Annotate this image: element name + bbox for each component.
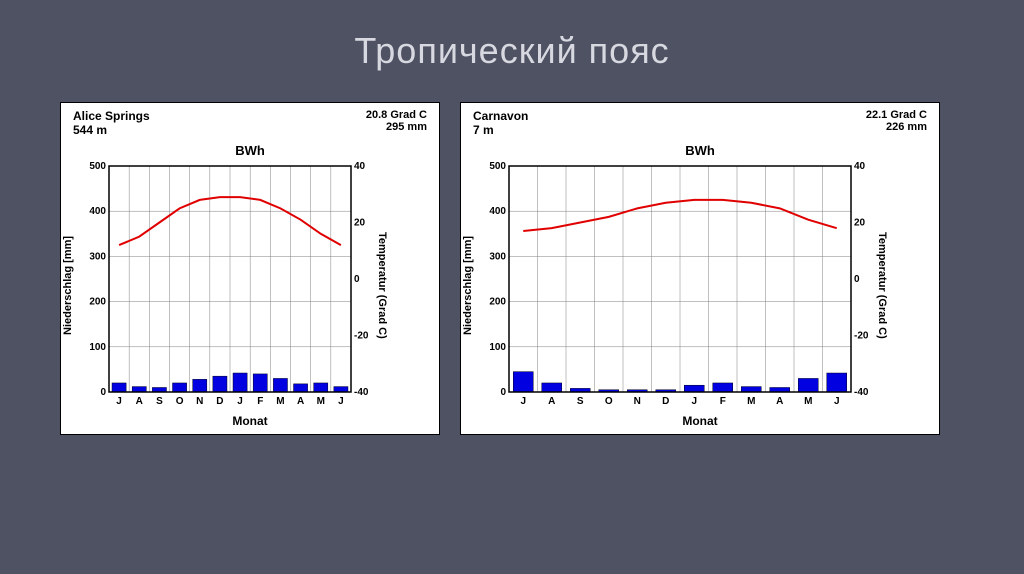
svg-text:500: 500 <box>89 161 106 172</box>
svg-text:N: N <box>196 396 203 407</box>
station-elevation: 544 m <box>73 123 150 137</box>
svg-text:J: J <box>834 396 840 407</box>
svg-text:40: 40 <box>354 161 366 172</box>
svg-text:F: F <box>257 396 263 407</box>
svg-text:0: 0 <box>854 274 860 285</box>
koppen-class: BWh <box>61 143 439 158</box>
svg-text:500: 500 <box>489 161 506 172</box>
ylabel-right: Temperatur (Grad C) <box>875 160 889 410</box>
svg-text:200: 200 <box>89 297 106 308</box>
svg-text:A: A <box>548 396 555 407</box>
koppen-class: BWh <box>461 143 939 158</box>
svg-text:J: J <box>520 396 526 407</box>
svg-text:20: 20 <box>354 218 366 229</box>
station-name: Carnavon <box>473 109 528 123</box>
svg-text:0: 0 <box>354 274 360 285</box>
svg-text:-20: -20 <box>854 331 869 342</box>
svg-text:A: A <box>136 396 143 407</box>
station-elevation: 7 m <box>473 123 528 137</box>
svg-text:400: 400 <box>89 206 106 217</box>
svg-text:400: 400 <box>489 206 506 217</box>
avg-temp: 20.8 Grad C <box>366 109 427 121</box>
svg-text:200: 200 <box>489 297 506 308</box>
svg-text:S: S <box>156 396 163 407</box>
svg-text:M: M <box>747 396 755 407</box>
svg-text:J: J <box>338 396 344 407</box>
svg-text:M: M <box>276 396 284 407</box>
svg-text:0: 0 <box>500 387 506 398</box>
svg-text:M: M <box>317 396 325 407</box>
xlabel: Monat <box>461 410 939 434</box>
precip-total: 295 mm <box>366 121 427 133</box>
svg-text:S: S <box>577 396 584 407</box>
svg-text:300: 300 <box>489 251 506 262</box>
ylabel-left: Niederschlag [mm] <box>61 160 75 410</box>
avg-temp: 22.1 Grad C <box>866 109 927 121</box>
svg-text:D: D <box>216 396 223 407</box>
svg-text:100: 100 <box>489 342 506 353</box>
chart-panel-1: Carnavon 7 m 22.1 Grad C 226 mm BWh Nied… <box>460 102 940 435</box>
svg-text:A: A <box>297 396 304 407</box>
svg-text:M: M <box>804 396 812 407</box>
svg-text:D: D <box>662 396 669 407</box>
svg-text:-40: -40 <box>354 387 369 398</box>
svg-text:J: J <box>237 396 243 407</box>
page-title: Тропический пояс <box>0 0 1024 72</box>
xlabel: Monat <box>61 410 439 434</box>
svg-text:100: 100 <box>89 342 106 353</box>
ylabel-right: Temperatur (Grad C) <box>375 160 389 410</box>
svg-text:J: J <box>116 396 122 407</box>
chart-panel-0: Alice Springs 544 m 20.8 Grad C 295 mm B… <box>60 102 440 435</box>
climate-chart: 0 100 200 300 400 500 -40 -20 0 20 40 J A S O N D J F M A M J <box>75 160 375 410</box>
chart-header: Carnavon 7 m 22.1 Grad C 226 mm <box>461 103 939 139</box>
svg-text:N: N <box>634 396 641 407</box>
svg-text:40: 40 <box>854 161 866 172</box>
svg-text:-40: -40 <box>854 387 869 398</box>
station-name: Alice Springs <box>73 109 150 123</box>
svg-text:300: 300 <box>89 251 106 262</box>
precip-total: 226 mm <box>866 121 927 133</box>
chart-header: Alice Springs 544 m 20.8 Grad C 295 mm <box>61 103 439 139</box>
svg-text:F: F <box>720 396 726 407</box>
climate-chart: 0 100 200 300 400 500 -40 -20 0 20 40 J A S O N D J F M A M J <box>475 160 875 410</box>
svg-text:-20: -20 <box>354 331 369 342</box>
svg-text:20: 20 <box>854 218 866 229</box>
svg-text:A: A <box>776 396 783 407</box>
svg-text:0: 0 <box>100 387 106 398</box>
ylabel-left: Niederschlag [mm] <box>461 160 475 410</box>
svg-text:J: J <box>691 396 697 407</box>
charts-row: Alice Springs 544 m 20.8 Grad C 295 mm B… <box>0 72 1024 435</box>
svg-text:O: O <box>605 396 613 407</box>
svg-text:O: O <box>176 396 184 407</box>
